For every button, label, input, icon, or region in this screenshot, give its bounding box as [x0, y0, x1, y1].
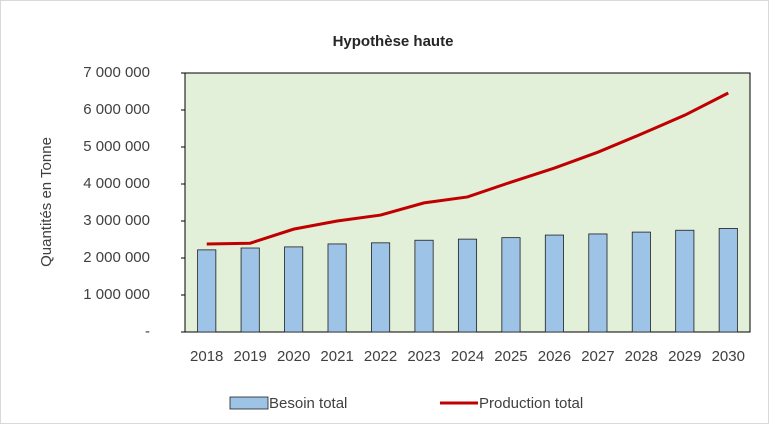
line: [206, 91, 729, 246]
bar: [240, 247, 260, 333]
y-tick-label: 3 000 000: [83, 212, 150, 229]
y-tick-label: 5 000 000: [83, 138, 150, 155]
x-tick-label: 2024: [451, 348, 484, 365]
x-tick-label: 2028: [625, 348, 658, 365]
y-tick-label: 6 000 000: [83, 101, 150, 118]
x-tick-label: 2021: [320, 348, 353, 365]
x-tick-label: 2023: [407, 348, 440, 365]
bar: [327, 243, 347, 333]
y-tick-label: 2 000 000: [83, 249, 150, 266]
chart-title: Hypothèse haute: [333, 33, 454, 50]
bar: [544, 234, 564, 333]
x-tick-label: 2018: [190, 348, 223, 365]
bar: [414, 239, 434, 333]
bar: [675, 229, 695, 333]
bar: [371, 242, 391, 333]
legend-label: Production total: [479, 395, 583, 412]
bar: [501, 237, 521, 333]
x-tick-label: 2030: [712, 348, 745, 365]
bar: [197, 249, 217, 333]
legend-label: Besoin total: [269, 395, 347, 412]
bar: [284, 246, 304, 333]
x-tick-label: 2027: [581, 348, 614, 365]
y-axis-label: Quantités en Tonne: [38, 137, 55, 267]
x-tick-label: 2029: [668, 348, 701, 365]
y-tick-label: 7 000 000: [83, 64, 150, 81]
y-tick-label: 1 000 000: [83, 286, 150, 303]
bar: [718, 227, 738, 333]
bar: [631, 231, 651, 333]
legend-swatch: [229, 396, 269, 410]
bar: [457, 238, 478, 333]
x-tick-label: 2020: [277, 348, 310, 365]
y-tick-label: 4 000 000: [83, 175, 150, 192]
x-tick-label: 2026: [538, 348, 571, 365]
x-tick-label: 2022: [364, 348, 397, 365]
x-tick-label: 2025: [494, 348, 527, 365]
bar: [588, 233, 608, 333]
y-tick-label: -: [145, 323, 150, 340]
x-tick-label: 2019: [234, 348, 267, 365]
